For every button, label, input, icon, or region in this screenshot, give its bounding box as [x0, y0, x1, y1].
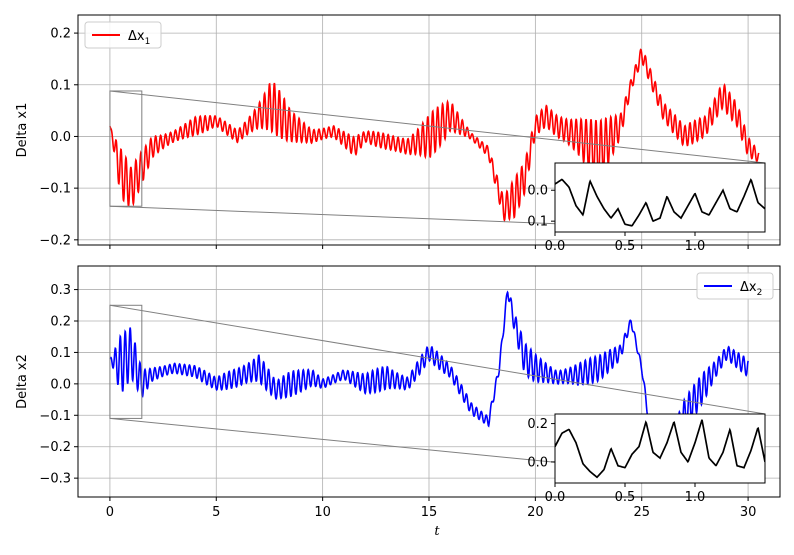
x-tick-label: 0	[106, 505, 114, 520]
inset: 0.0 0.5 1.0 0.0 0.1	[527, 162, 766, 254]
inset-series-line	[555, 178, 765, 227]
x-axis-label: t	[434, 524, 440, 539]
y-tick-label: 0.2	[50, 315, 71, 330]
x-tick-label: 10	[314, 505, 331, 520]
legend-label-name: Δx	[128, 29, 145, 44]
inset-x-tick-label: 1.0	[685, 239, 706, 254]
inset-x-tick-label: 0.0	[545, 239, 566, 254]
legend-label: Δx1	[128, 29, 150, 47]
legend-label-subscript: 1	[145, 37, 151, 47]
grid	[78, 266, 780, 497]
y-axis-label: Delta x2	[15, 354, 30, 409]
y-tick-label: 0.0	[50, 130, 71, 145]
inset-y-tick-label: 0.0	[527, 455, 548, 470]
x-tick-label: 15	[421, 505, 438, 520]
x-tick-label: 25	[633, 505, 650, 520]
x-tick-label: 5	[212, 505, 220, 520]
y-tick-label: −0.2	[39, 440, 71, 455]
inset-y-tick-label: 0.2	[527, 417, 548, 432]
y-tick-label: −0.3	[39, 472, 71, 487]
series-line-1	[109, 290, 749, 470]
y-axis-label: Delta x1	[15, 103, 30, 158]
inset-x-tick-label: 1.0	[685, 490, 706, 505]
y-tick-label: 0.1	[50, 346, 71, 361]
y-tick-label: 0.0	[50, 377, 71, 392]
x-tick-label: 20	[527, 505, 544, 520]
zoom-connector	[109, 304, 766, 415]
inset-x-tick-label: 0.5	[615, 490, 636, 505]
legend-box	[84, 21, 162, 49]
inset: 0.0 0.5 1.0 0.2 0.0	[527, 413, 766, 505]
zoom-box	[109, 90, 143, 207]
y-tick-label: 0.1	[50, 78, 71, 93]
legend-label: Δx2	[740, 280, 762, 298]
x-tick-label: 30	[740, 505, 757, 520]
inset-frame	[554, 413, 766, 484]
inset-y-tick-label: 0.0	[527, 184, 548, 199]
zoom-connector	[109, 90, 766, 164]
y-tick-label: −0.1	[39, 409, 71, 424]
inset-x-tick-label: 0.0	[545, 490, 566, 505]
inset-series-line	[555, 419, 765, 479]
legend-label-name: Δx	[740, 280, 757, 295]
inset-y-tick-label: 0.1	[527, 215, 548, 230]
bottom-panel: 0 5 10 15 20 25 30 −0.3 −0.2 −0.1 0.0 0.1 0.2 0.3 Delt…	[15, 265, 781, 539]
series-line-1	[109, 48, 760, 223]
legend-box	[696, 272, 774, 300]
inset-background	[555, 163, 765, 232]
inset-x-tick-label: 0.5	[615, 239, 636, 254]
y-tick-label: 0.2	[50, 27, 71, 42]
legend-label-subscript: 2	[757, 288, 763, 298]
inset-frame	[554, 162, 766, 233]
y-tick-label: 0.3	[50, 283, 71, 298]
legend: Δx1	[84, 21, 162, 49]
zoom-box	[109, 304, 143, 419]
y-tick-label: −0.1	[39, 182, 71, 197]
legend: Δx2	[696, 272, 774, 300]
y-tick-label: −0.2	[39, 233, 71, 248]
